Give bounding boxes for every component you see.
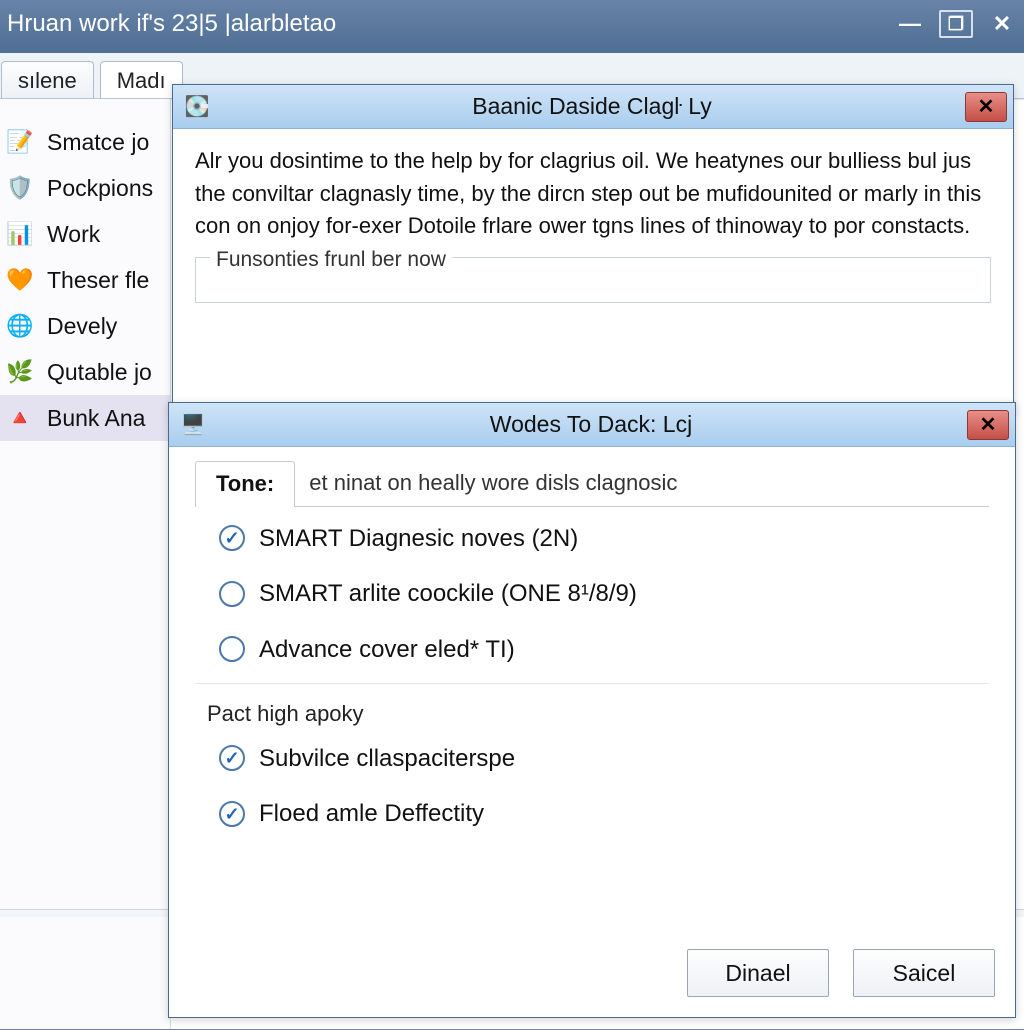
sidebar-item-smatce[interactable]: 📝 Smatce jo xyxy=(0,119,170,165)
note-icon: 📝 xyxy=(5,127,35,157)
dialog2-titlebar[interactable]: 🖥️ Wodes To Dack: Lcj ✕ xyxy=(169,403,1015,447)
dialog1-group-label: Funsonties frunl ber now xyxy=(210,244,452,275)
sidebar-item-pockpions[interactable]: 🛡️ Pockpions xyxy=(0,165,170,211)
restore-button[interactable]: ❐ xyxy=(939,10,973,38)
check-label: Floed amle Deffectity xyxy=(259,796,484,832)
dialog2-close-button[interactable]: ✕ xyxy=(967,410,1009,440)
sidebar-item-label: Theser fle xyxy=(47,267,149,294)
dialog1-text: Alr you dosintime to the help by for cla… xyxy=(195,145,991,243)
dialog2-tabstrip: Tone: et ninat on heally wore disls clag… xyxy=(195,461,989,507)
window-controls: — ❐ ✕ xyxy=(891,9,1021,39)
plant-icon: 🌿 xyxy=(5,357,35,387)
sidebar-item-qutable[interactable]: 🌿 Qutable jo xyxy=(0,349,170,395)
dialog2-title: Wodes To Dack: Lcj xyxy=(215,411,967,438)
main-titlebar[interactable]: Hruan work if's 23|5 |alarbletao — ❐ ✕ xyxy=(0,0,1024,53)
minimize-button[interactable]: — xyxy=(891,9,929,39)
tab-tone[interactable]: Tone: xyxy=(195,461,295,507)
radio-smart-diag[interactable] xyxy=(219,525,245,551)
sidebar-item-bunk[interactable]: 🔺 Bunk Ana xyxy=(0,395,170,441)
main-window-title: Hruan work if's 23|5 |alarbletao xyxy=(7,10,891,38)
dialog2-body: Tone: et ninat on heally wore disls clag… xyxy=(169,447,1015,922)
sidebar-item-devely[interactable]: 🌐 Devely xyxy=(0,303,170,349)
check-floed[interactable] xyxy=(219,801,245,827)
heart-icon: 🧡 xyxy=(5,265,35,295)
check-row-floed[interactable]: Floed amle Deffectity xyxy=(195,786,989,842)
radio-smart-arlite[interactable] xyxy=(219,581,245,607)
radio-advance[interactable] xyxy=(219,636,245,662)
dialog-wodes: 🖥️ Wodes To Dack: Lcj ✕ Tone: et ninat o… xyxy=(168,402,1016,1018)
close-button[interactable]: ✕ xyxy=(983,9,1021,39)
radio-label: SMART Diagnesic noves (2N) xyxy=(259,521,578,557)
sidebar-item-label: Pockpions xyxy=(47,175,153,202)
radio-row-advance[interactable]: Advance cover eled* TI) xyxy=(195,622,989,678)
section-pact-label: Pact high apoky xyxy=(195,683,989,731)
check-subvilce[interactable] xyxy=(219,745,245,771)
shield-icon: 🛡️ xyxy=(5,173,35,203)
radio-label: Advance cover eled* TI) xyxy=(259,632,515,668)
warning-icon: 🔺 xyxy=(5,403,35,433)
sidebar-item-label: Qutable jo xyxy=(47,359,152,386)
dialog1-title: Baanic Daside Clagŀ Ly xyxy=(219,93,965,120)
sidebar-item-label: Smatce jo xyxy=(47,129,149,156)
sidebar-item-label: Devely xyxy=(47,313,117,340)
dialog2-button-row: Dinael Saicel xyxy=(687,949,995,997)
dialog1-close-button[interactable]: ✕ xyxy=(965,92,1007,122)
dialog1-groupbox: Funsonties frunl ber now xyxy=(195,257,991,303)
check-label: Subvilce cllaspaciterspe xyxy=(259,741,515,777)
sidebar-item-label: Bunk Ana xyxy=(47,405,145,432)
radio-row-smart-arlite[interactable]: SMART arlite coockile (ONE 8¹/8/9) xyxy=(195,566,989,622)
globe-icon: 🌐 xyxy=(5,311,35,341)
cancel-button[interactable]: Saicel xyxy=(853,949,995,997)
dialog1-body: Alr you dosintime to the help by for cla… xyxy=(173,129,1013,317)
radio-row-smart-diag[interactable]: SMART Diagnesic noves (2N) xyxy=(195,511,989,567)
disk-icon: 💽 xyxy=(183,93,211,121)
tab-tone-desc: et ninat on heally wore disls clagnosic xyxy=(295,461,681,506)
sidebar-item-work[interactable]: 📊 Work xyxy=(0,211,170,257)
sidebar-item-theser[interactable]: 🧡 Theser fle xyxy=(0,257,170,303)
radio-label: SMART arlite coockile (ONE 8¹/8/9) xyxy=(259,576,637,612)
dialog-baanic: 💽 Baanic Daside Clagŀ Ly ✕ Alr you dosin… xyxy=(172,84,1014,414)
check-row-subvilce[interactable]: Subvilce cllaspaciterspe xyxy=(195,731,989,787)
ok-button[interactable]: Dinael xyxy=(687,949,829,997)
chart-icon: 📊 xyxy=(5,219,35,249)
tab-sulene[interactable]: sılene xyxy=(1,61,94,98)
dialog1-titlebar[interactable]: 💽 Baanic Daside Clagŀ Ly ✕ xyxy=(173,85,1013,129)
sidebar-item-label: Work xyxy=(47,221,100,248)
monitor-icon: 🖥️ xyxy=(179,411,207,439)
sidebar: 📝 Smatce jo 🛡️ Pockpions 📊 Work 🧡 Theser… xyxy=(0,99,171,1029)
tab-madi[interactable]: Madı xyxy=(100,61,183,98)
